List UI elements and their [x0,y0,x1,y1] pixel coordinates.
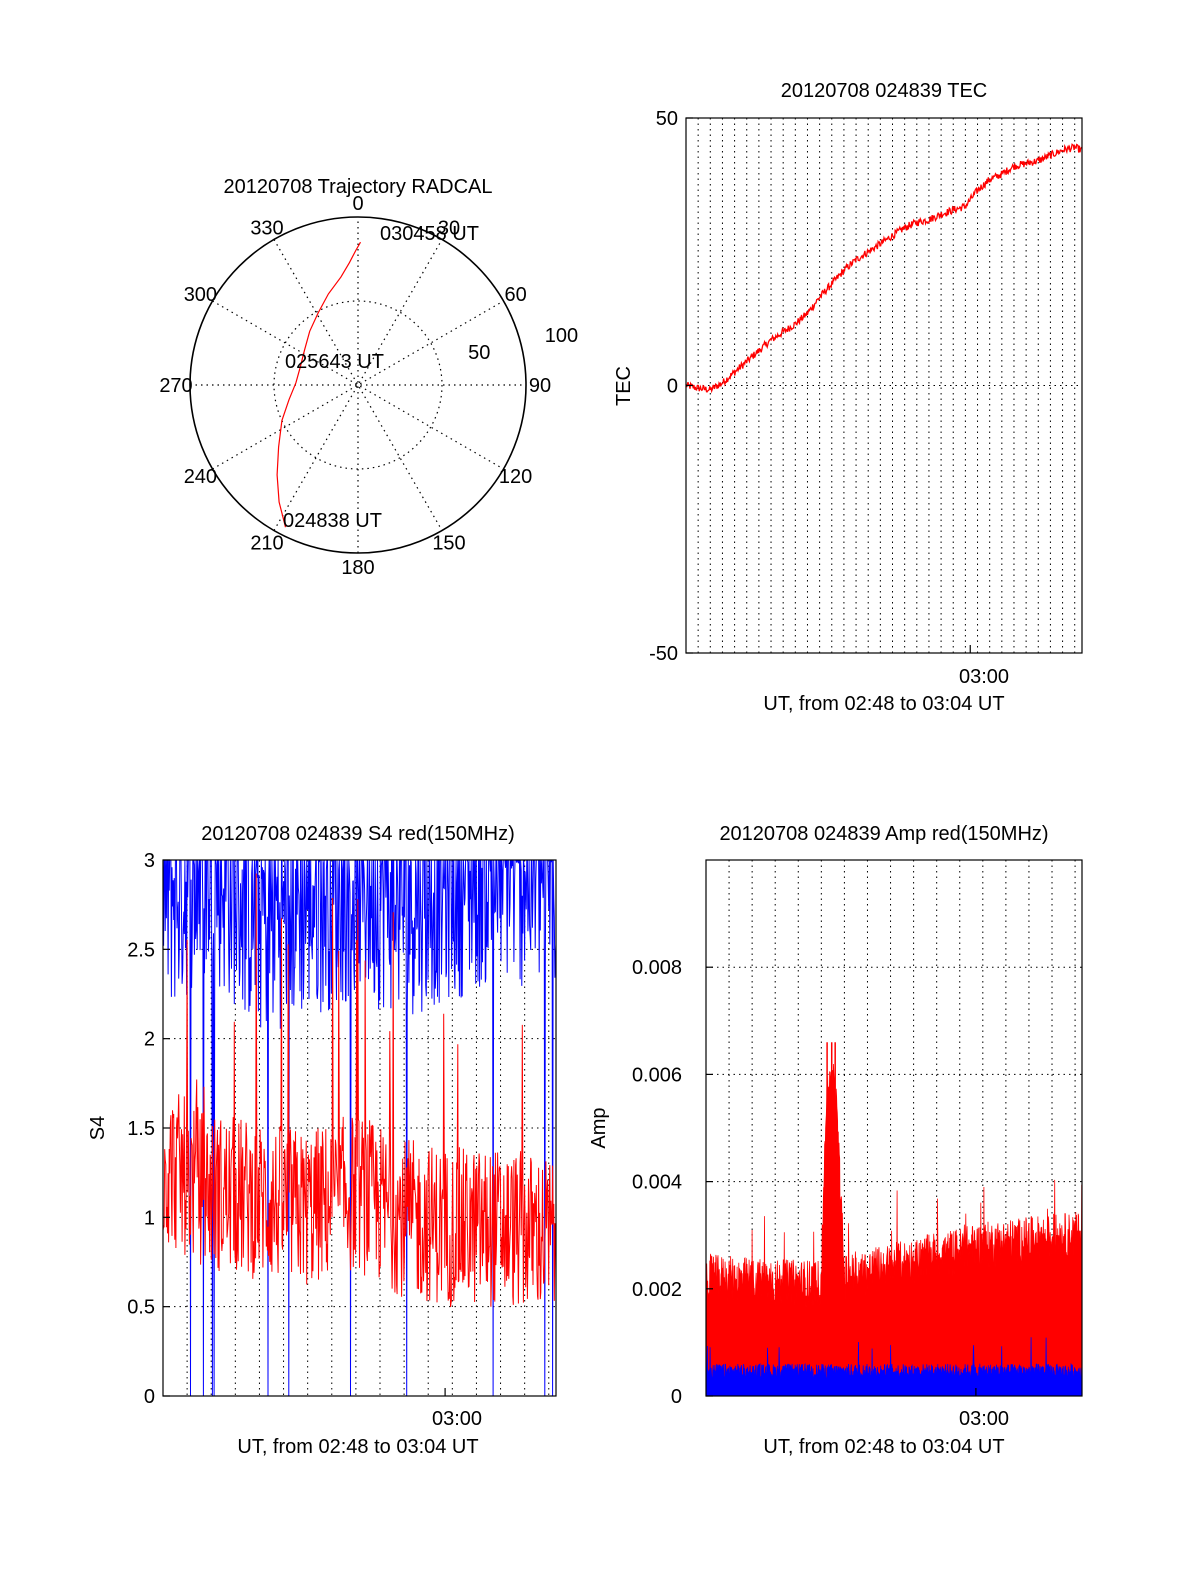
amp-x-tick-label: 03:00 [959,1408,1009,1430]
tec-y-axis-label: TEC [613,366,635,406]
tec-x-axis-label: UT, from 02:48 to 03:04 UT [763,693,1004,715]
s4-y-tick-label: 2.5 [127,939,155,961]
trajectory-title: 20120708 Trajectory RADCAL [223,176,492,198]
trajectory-time-label: 024838 UT [283,510,382,532]
s4-y-tick-label: 0.5 [127,1297,155,1319]
s4-y-tick-label: 0 [144,1386,155,1408]
trajectory-path [276,241,362,528]
polar-radius-label: 50 [468,342,490,364]
s4-red-line [162,873,557,1307]
trajectory-time-label: 025643 UT [285,351,384,373]
polar-grid-spoke [212,300,504,470]
s4-title: 20120708 024839 S4 red(150MHz) [201,823,515,845]
amp-plot-frame [705,859,1083,1397]
s4-chart: 20120708 024839 S4 red(150MHz) 0 0.5 1 1.5 2… [87,823,557,1458]
polar-radius-labels: 50 100 [468,325,578,364]
amp-y-ticks: 0 0.002 0.004 0.006 0.008 [632,957,977,1408]
s4-y-tick-label: 2 [144,1029,155,1051]
tec-line [685,143,1083,394]
s4-series [162,859,557,1397]
amp-y-tick-label: 0.002 [632,1279,682,1301]
tec-grid [686,118,1082,653]
polar-angle-label: 150 [432,533,465,555]
amp-red-area [705,1063,1083,1397]
trajectory-line [276,241,362,528]
amp-y-tick-label: 0.004 [632,1172,682,1194]
polar-angle-labels: 0 30 60 90 120 150 180 210 240 270 300 330 [159,193,551,579]
amp-blue-area [705,1337,1083,1397]
s4-y-tick-label: 1 [144,1207,155,1229]
amp-x-axis-label: UT, from 02:48 to 03:04 UT [763,1436,1004,1458]
tec-y-tick-label: -50 [649,643,678,665]
polar-angle-label: 0 [352,193,363,215]
s4-x-axis-label: UT, from 02:48 to 03:04 UT [237,1436,478,1458]
tec-y-tick-label: 0 [667,376,678,398]
amp-chart: 20120708 024839 Amp red(150MHz) 0 0.002 0.… [588,823,1083,1458]
amp-y-tick-label: 0 [671,1386,682,1408]
polar-angle-label: 90 [529,375,551,397]
polar-angle-label: 30 [438,217,460,239]
polar-grid-spoke [273,239,443,531]
polar-angle-label: 120 [499,466,532,488]
polar-angle-label: 270 [159,375,192,397]
tec-series [685,143,1083,394]
polar-grid-spoke [273,239,443,531]
polar-grid [189,216,527,554]
tec-chart: 20120708 024839 TEC 50 0 -50 03:00 UT, fro… [613,80,1083,715]
s4-x-tick-label: 03:00 [432,1408,482,1430]
s4-blue-line [162,859,557,1397]
polar-angle-label: 180 [341,557,374,579]
tec-x-tick-label: 03:00 [959,666,1009,688]
s4-y-ticks: 0 0.5 1 1.5 2 2.5 3 [127,850,446,1408]
trajectory-annotations: 030458 UT 025643 UT 024838 UT [283,223,479,532]
tec-y-tick-label: 50 [656,108,678,130]
polar-angle-label: 330 [250,217,283,239]
polar-radius-label: 100 [545,325,578,347]
amp-y-tick-label: 0.008 [632,957,682,979]
trajectory-polar-chart: 20120708 Trajectory RADCAL 0 30 60 90 120 150… [159,176,578,579]
amp-series [705,1042,1083,1397]
amp-y-tick-label: 0.006 [632,1064,682,1086]
tec-title: 20120708 024839 TEC [781,80,987,102]
amp-title: 20120708 024839 Amp red(150MHz) [719,823,1048,845]
polar-angle-label: 240 [184,466,217,488]
polar-angle-label: 210 [250,533,283,555]
polar-grid-spoke [212,300,504,470]
trajectory-time-label: 030458 UT [380,223,479,245]
s4-y-tick-label: 3 [144,850,155,872]
amp-y-axis-label: Amp [588,1107,610,1148]
s4-y-axis-label: S4 [87,1116,109,1140]
s4-y-tick-label: 1.5 [127,1118,155,1140]
polar-grid-circle [273,300,443,470]
polar-angle-label: 60 [504,284,526,306]
polar-angle-label: 300 [184,284,217,306]
tec-y-ticks: 50 0 -50 [649,108,971,665]
